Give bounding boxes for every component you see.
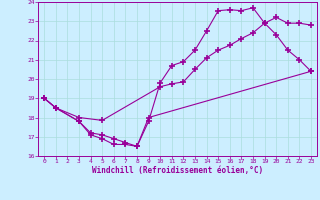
X-axis label: Windchill (Refroidissement éolien,°C): Windchill (Refroidissement éolien,°C): [92, 166, 263, 175]
